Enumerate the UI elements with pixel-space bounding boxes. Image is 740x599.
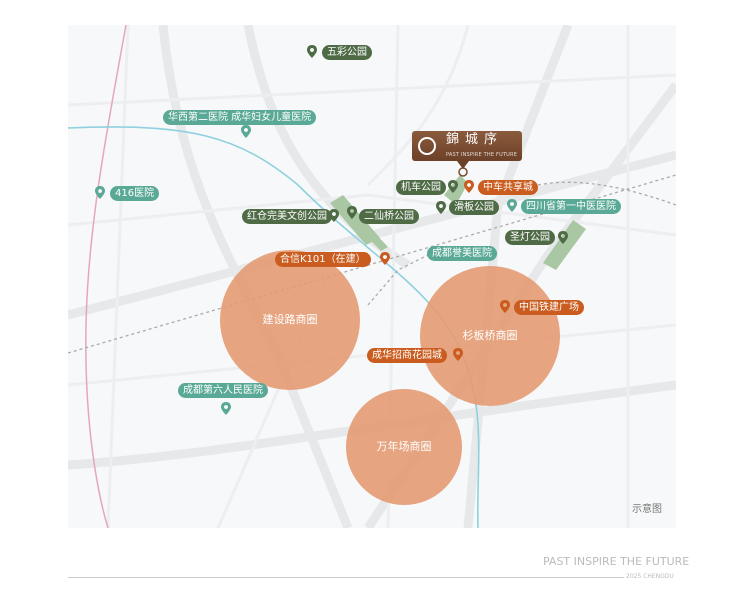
rail-line (85, 25, 127, 528)
map-pin-icon (380, 252, 390, 265)
brand-tagline: PAST INSPIRE THE FUTURE (446, 152, 518, 158)
brand-pointer (457, 161, 469, 169)
poi-label[interactable]: 四川省第一中医医院 (521, 199, 621, 214)
pins-layer (95, 45, 568, 415)
map-pin-icon (95, 186, 105, 199)
poi-label[interactable]: 416医院 (110, 186, 160, 201)
footer-slogan: PAST INSPIRE THE FUTURE (543, 555, 690, 568)
poi-label[interactable]: 成都第六人民医院 (178, 383, 268, 398)
project-brand-marker[interactable]: 錦城序 PAST INSPIRE THE FUTURE (412, 131, 522, 161)
poi-label[interactable]: 二仙桥公园 (359, 209, 419, 224)
map-pin-icon (500, 300, 510, 313)
brand-logo-icon (418, 137, 436, 155)
project-location-marker (458, 167, 468, 177)
map-pin-icon (464, 180, 474, 193)
map-pin-icon (436, 201, 446, 214)
park-areas (330, 175, 586, 270)
district-circle-jianshelu (220, 250, 360, 390)
district-circle-wannianchang (346, 389, 462, 505)
district-label: 建设路商圈 (262, 313, 318, 326)
map-pin-icon (329, 209, 339, 222)
poi-label[interactable]: 中车共享城 (478, 180, 538, 195)
map-pin-icon (453, 348, 463, 361)
map-pin-icon (221, 402, 231, 415)
district-circles (220, 250, 560, 505)
schematic-note: 示意图 (632, 504, 662, 515)
map-pin-icon (241, 125, 251, 138)
poi-label[interactable]: 中国铁建广场 (514, 300, 584, 315)
poi-label[interactable]: 成都誉美医院 (427, 246, 497, 261)
hospital-pin-icons (95, 125, 517, 415)
map-pin-icon (307, 45, 317, 58)
map-pin-icon (507, 199, 517, 212)
district-label: 万年场商圈 (376, 440, 432, 453)
map-pin-icon (558, 231, 568, 244)
map-pin-icon (347, 206, 357, 219)
poi-label[interactable]: 成华招商花园城 (367, 348, 447, 363)
poi-label[interactable]: 华西第二医院 成华妇女儿童医院 (163, 110, 317, 125)
district-label: 杉板桥商圈 (462, 329, 518, 342)
poi-label[interactable]: 机车公园 (396, 180, 446, 195)
brand-name: 錦城序 (446, 132, 504, 147)
poi-label[interactable]: 红仓完美文创公园 (242, 209, 332, 224)
map-base (68, 25, 676, 528)
map-pin-icon (448, 180, 458, 193)
poi-label[interactable]: 五彩公园 (322, 45, 372, 60)
footer-year: 2025 CHENGDU (626, 573, 674, 580)
poi-label[interactable]: 圣灯公园 (505, 230, 555, 245)
footer-divider (68, 577, 624, 578)
map-area[interactable]: 建设路商圈 杉板桥商圈 万年场商圈 五彩公园 华西第二医院 成华妇女儿童医院 4… (68, 25, 676, 528)
poi-label[interactable]: 合信K101（在建） (275, 252, 371, 267)
poi-label[interactable]: 滑板公园 (449, 200, 499, 215)
